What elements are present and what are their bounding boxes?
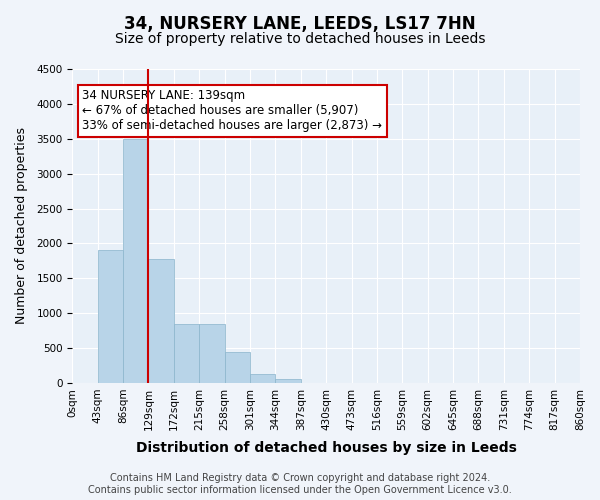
Text: 34, NURSERY LANE, LEEDS, LS17 7HN: 34, NURSERY LANE, LEEDS, LS17 7HN (124, 15, 476, 33)
Text: Size of property relative to detached houses in Leeds: Size of property relative to detached ho… (115, 32, 485, 46)
X-axis label: Distribution of detached houses by size in Leeds: Distribution of detached houses by size … (136, 441, 517, 455)
Text: Contains HM Land Registry data © Crown copyright and database right 2024.
Contai: Contains HM Land Registry data © Crown c… (88, 474, 512, 495)
Bar (174, 324, 199, 383)
Bar (275, 380, 301, 383)
Bar (224, 352, 250, 383)
Bar (250, 374, 275, 383)
Bar (148, 258, 174, 383)
Bar (199, 324, 224, 383)
Bar (98, 250, 123, 383)
Y-axis label: Number of detached properties: Number of detached properties (15, 128, 28, 324)
Text: 34 NURSERY LANE: 139sqm
← 67% of detached houses are smaller (5,907)
33% of semi: 34 NURSERY LANE: 139sqm ← 67% of detache… (82, 90, 382, 132)
Bar (123, 139, 148, 383)
